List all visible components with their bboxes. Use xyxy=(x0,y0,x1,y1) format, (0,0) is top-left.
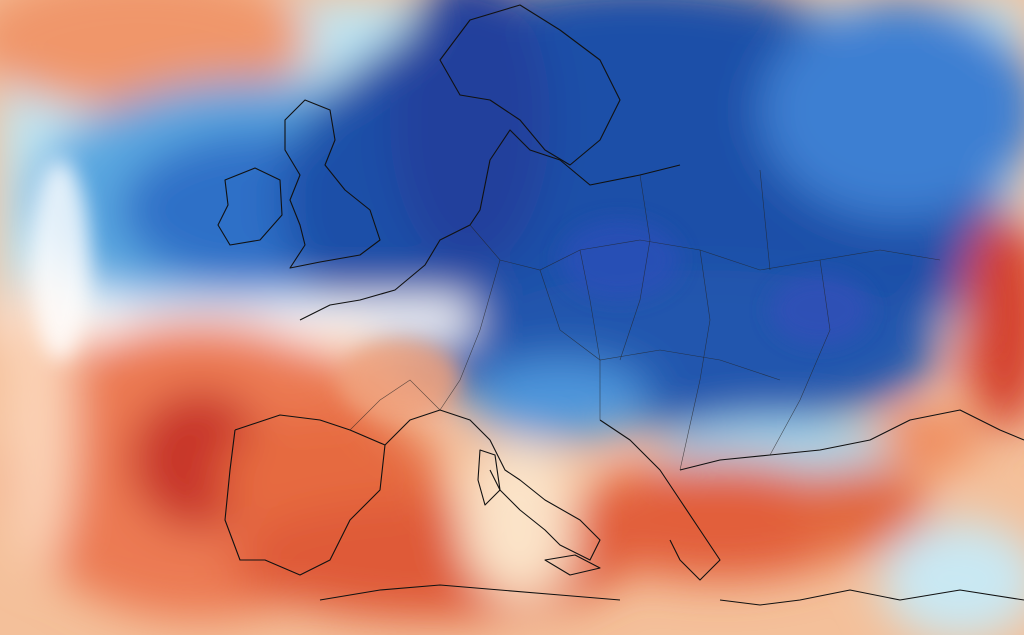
balkans xyxy=(599,419,721,581)
britain xyxy=(284,99,381,269)
sicily xyxy=(544,554,601,576)
scandinavia xyxy=(439,4,621,166)
coastlines xyxy=(217,4,1024,606)
east-med xyxy=(719,589,1024,606)
black-sea-coast xyxy=(679,409,1024,471)
borders xyxy=(349,169,941,471)
north-africa xyxy=(319,584,621,601)
corsica-sardinia xyxy=(477,449,501,506)
iberia xyxy=(224,429,386,576)
med-north xyxy=(234,409,601,561)
north-coast xyxy=(299,129,681,321)
ireland xyxy=(217,167,283,246)
